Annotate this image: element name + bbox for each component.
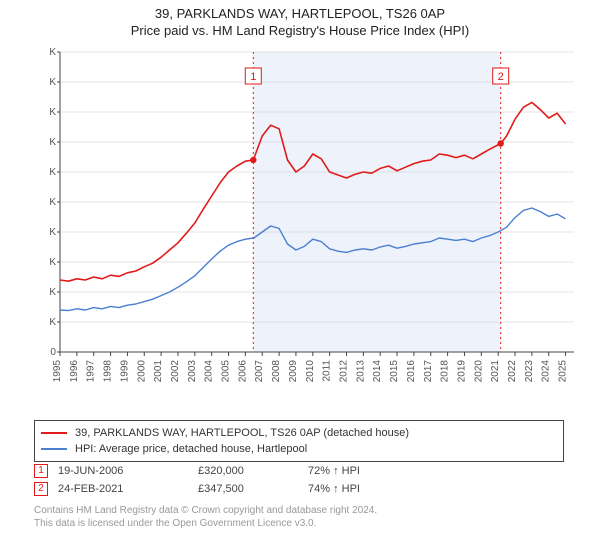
- footer-line-2: This data is licensed under the Open Gov…: [34, 517, 377, 530]
- transaction-price-2: £347,500: [198, 480, 308, 498]
- svg-text:2020: 2020: [473, 360, 484, 383]
- price-vs-hpi-chart: £0 £50K £100K £150K £200K £250K £300K £350K £400…: [50, 46, 580, 396]
- chart-subtitle: Price paid vs. HM Land Registry's House …: [0, 23, 600, 38]
- chart-title-block: 39, PARKLANDS WAY, HARTLEPOOL, TS26 0AP …: [0, 0, 600, 38]
- svg-text:£500K: £500K: [50, 47, 56, 58]
- svg-text:£450K: £450K: [50, 77, 56, 88]
- transaction-price-1: £320,000: [198, 462, 308, 480]
- svg-text:£100K: £100K: [50, 287, 56, 298]
- transaction-date-2: 24-FEB-2021: [58, 480, 198, 498]
- svg-text:2002: 2002: [170, 360, 181, 383]
- svg-text:£350K: £350K: [50, 137, 56, 148]
- svg-text:2016: 2016: [406, 360, 417, 383]
- svg-text:£200K: £200K: [50, 227, 56, 238]
- svg-text:2011: 2011: [322, 360, 333, 382]
- transaction-marker-1: 1: [34, 464, 48, 478]
- transaction-marker-2: 2: [34, 482, 48, 496]
- legend-label-red: 39, PARKLANDS WAY, HARTLEPOOL, TS26 0AP …: [75, 427, 409, 439]
- transaction-hpi-1: 72% ↑ HPI: [308, 462, 408, 480]
- svg-text:2024: 2024: [541, 360, 552, 383]
- legend-swatch-blue: [41, 448, 67, 450]
- legend-swatch-red: [41, 432, 67, 434]
- legend-label-blue: HPI: Average price, detached house, Hart…: [75, 443, 307, 455]
- svg-text:1999: 1999: [119, 360, 130, 383]
- svg-text:1996: 1996: [69, 360, 80, 383]
- svg-text:2018: 2018: [440, 360, 451, 383]
- svg-text:£400K: £400K: [50, 107, 56, 118]
- svg-text:2017: 2017: [423, 360, 434, 383]
- svg-text:2005: 2005: [221, 360, 232, 383]
- svg-text:2: 2: [498, 71, 504, 83]
- svg-text:£250K: £250K: [50, 197, 56, 208]
- svg-text:1995: 1995: [52, 360, 63, 383]
- chart-legend: 39, PARKLANDS WAY, HARTLEPOOL, TS26 0AP …: [34, 420, 564, 462]
- transactions-table: 1 19-JUN-2006 £320,000 72% ↑ HPI 2 24-FE…: [34, 462, 408, 498]
- svg-text:2008: 2008: [271, 360, 282, 383]
- svg-text:2022: 2022: [507, 360, 518, 383]
- copyright-footer: Contains HM Land Registry data © Crown c…: [34, 504, 377, 530]
- svg-text:2014: 2014: [372, 360, 383, 383]
- svg-text:2000: 2000: [136, 360, 147, 383]
- legend-row-series-blue: HPI: Average price, detached house, Hart…: [41, 441, 557, 457]
- transaction-date-1: 19-JUN-2006: [58, 462, 198, 480]
- svg-text:£0: £0: [50, 347, 56, 358]
- svg-text:£150K: £150K: [50, 257, 56, 268]
- transaction-row-1: 1 19-JUN-2006 £320,000 72% ↑ HPI: [34, 462, 408, 480]
- svg-text:2009: 2009: [288, 360, 299, 383]
- svg-text:1: 1: [250, 71, 256, 83]
- svg-text:1997: 1997: [86, 360, 97, 383]
- svg-text:2019: 2019: [456, 360, 467, 383]
- svg-text:2013: 2013: [355, 360, 366, 383]
- svg-text:1998: 1998: [103, 360, 114, 383]
- svg-text:2021: 2021: [490, 360, 501, 383]
- svg-text:2001: 2001: [153, 360, 164, 383]
- chart-title-address: 39, PARKLANDS WAY, HARTLEPOOL, TS26 0AP: [0, 6, 600, 21]
- svg-text:2015: 2015: [389, 360, 400, 383]
- legend-row-series-red: 39, PARKLANDS WAY, HARTLEPOOL, TS26 0AP …: [41, 425, 557, 441]
- transaction-row-2: 2 24-FEB-2021 £347,500 74% ↑ HPI: [34, 480, 408, 498]
- svg-text:£50K: £50K: [50, 317, 56, 328]
- svg-text:2003: 2003: [187, 360, 198, 383]
- svg-text:2010: 2010: [305, 360, 316, 383]
- svg-text:2004: 2004: [204, 360, 215, 383]
- svg-text:2023: 2023: [524, 360, 535, 383]
- transaction-hpi-2: 74% ↑ HPI: [308, 480, 408, 498]
- svg-text:2012: 2012: [338, 360, 349, 383]
- footer-line-1: Contains HM Land Registry data © Crown c…: [34, 504, 377, 517]
- svg-text:2006: 2006: [237, 360, 248, 383]
- svg-text:£300K: £300K: [50, 167, 56, 178]
- svg-text:2007: 2007: [254, 360, 265, 383]
- svg-text:2025: 2025: [558, 360, 569, 383]
